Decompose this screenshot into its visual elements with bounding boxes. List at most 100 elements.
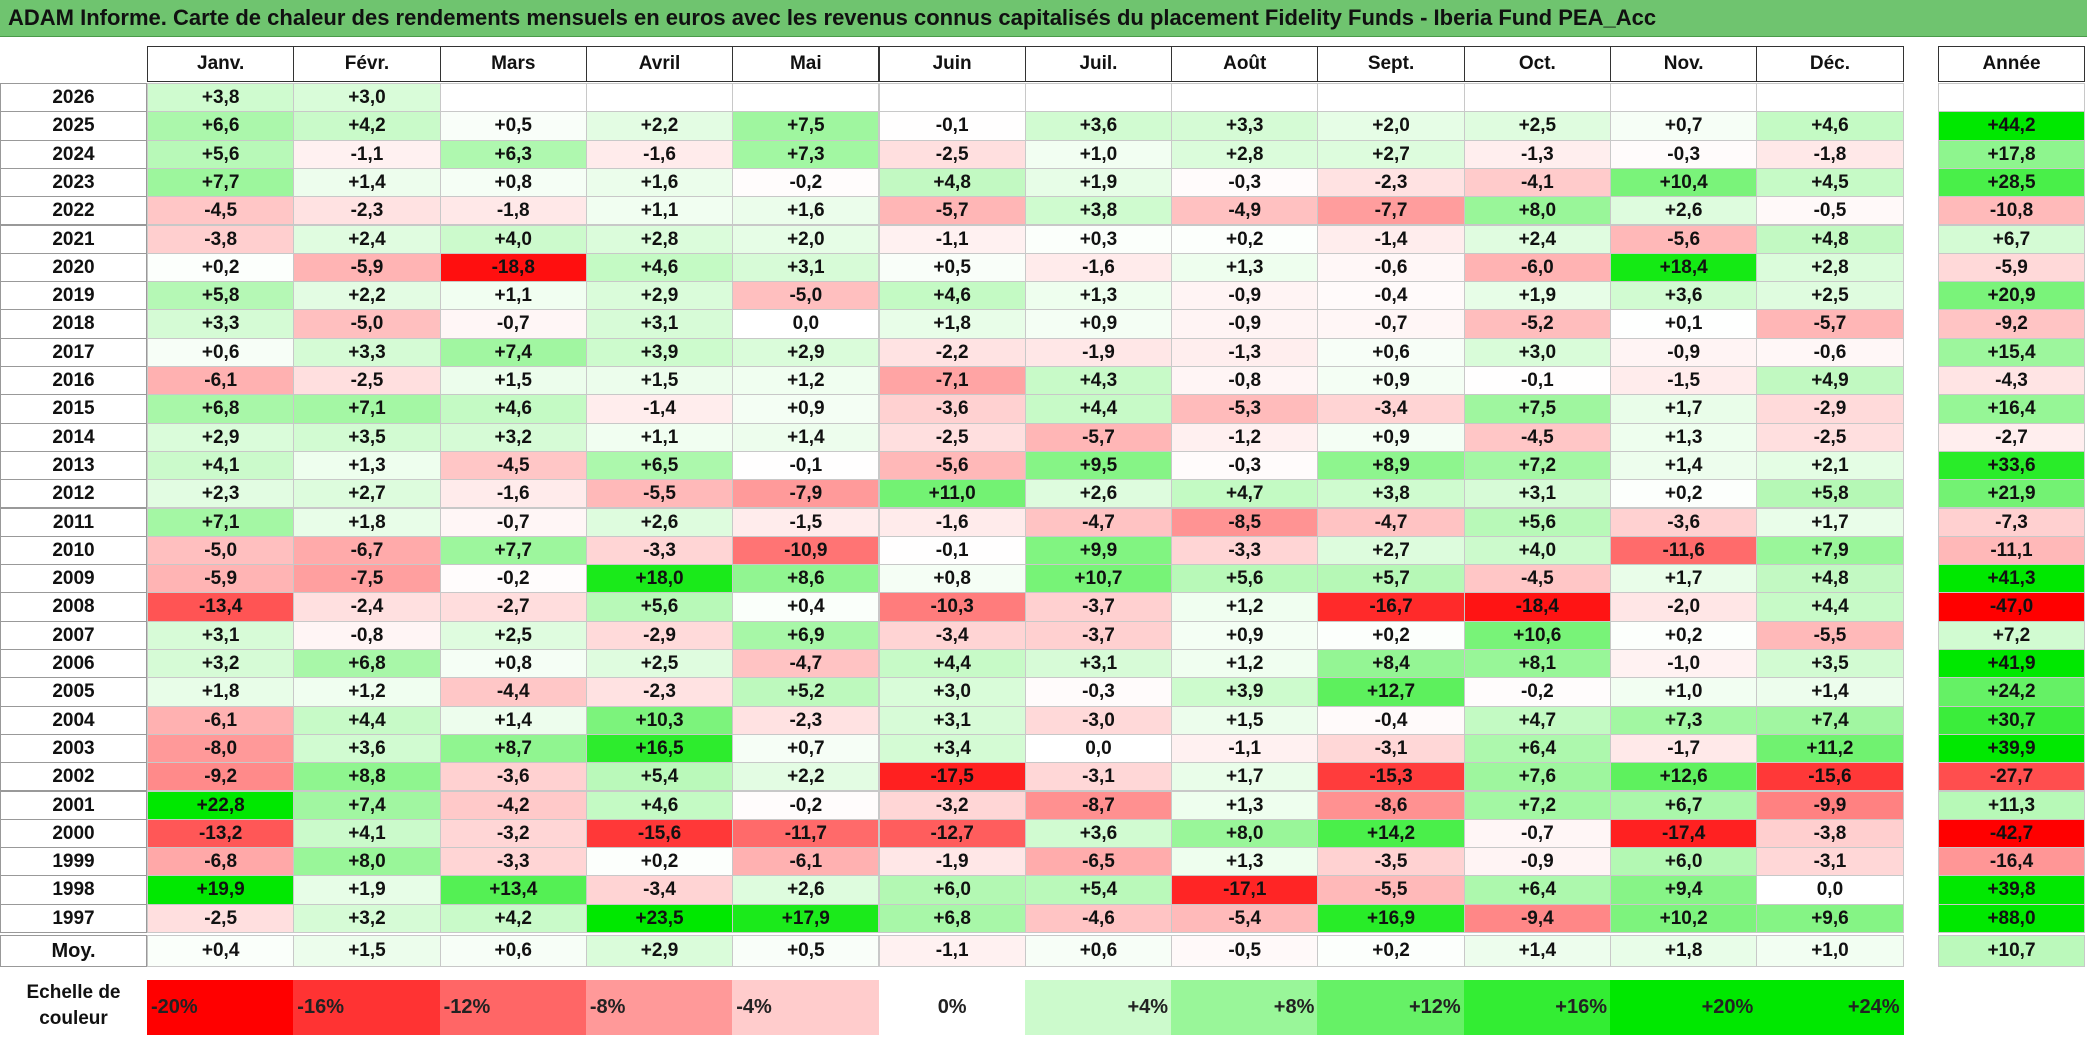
heatmap-cell: +2,2: [585, 111, 734, 141]
heatmap-cell: -0,9: [1463, 847, 1611, 877]
heatmap-cell: -3,7: [1024, 592, 1173, 622]
heatmap-cell: -3,6: [878, 394, 1026, 424]
heatmap-cell: +3,0: [878, 677, 1026, 707]
heatmap-cell: -1,5: [1610, 366, 1758, 396]
heatmap-cell: +0,9: [1317, 366, 1465, 396]
heatmap-cell: +16,5: [585, 733, 734, 764]
average-cell: +0,6: [1024, 935, 1173, 967]
heatmap-cell: -10,3: [878, 592, 1026, 622]
heatmap-cell: +6,8: [147, 394, 295, 424]
heatmap-cell: +0,5: [439, 111, 587, 141]
average-cell: +0,4: [147, 935, 295, 967]
month-header: Juil.: [1024, 46, 1173, 82]
heatmap-cell: -5,5: [1317, 875, 1465, 905]
heatmap-cell: -0,6: [1317, 252, 1465, 283]
heatmap-cell: +1,8: [878, 309, 1026, 339]
heatmap-cell: -2,3: [732, 705, 880, 735]
heatmap-cell: +4,7: [1463, 705, 1611, 735]
heatmap-cell: +11,0: [878, 479, 1026, 509]
heatmap-cell: +4,3: [1024, 366, 1173, 396]
heatmap-cell: -2,5: [878, 139, 1026, 169]
heatmap-cell: +4,2: [293, 111, 441, 141]
heatmap-cell: -1,3: [1171, 337, 1319, 367]
heatmap-cell: -2,3: [293, 196, 441, 226]
heatmap-cell: -5,6: [1610, 224, 1758, 254]
heatmap-cell: +4,6: [585, 252, 734, 283]
heatmap-cell: -4,4: [439, 677, 587, 707]
heatmap-cell: +3,8: [147, 83, 295, 113]
heatmap-cell: +11,2: [1756, 733, 1904, 764]
heatmap-cell: +1,7: [1610, 394, 1758, 424]
heatmap-cell: -5,6: [878, 450, 1026, 481]
average-cell: +1,0: [1756, 935, 1904, 967]
heatmap-cell: -1,6: [878, 507, 1026, 537]
heatmap-cell: +8,1: [1463, 649, 1611, 679]
heatmap-cell: +4,6: [1756, 111, 1904, 141]
heatmap-cell: +4,0: [1463, 535, 1611, 566]
annual-cell: +16,4: [1938, 394, 2085, 424]
row-year-label: 2017: [0, 337, 147, 367]
average-cell: -0,5: [1171, 935, 1319, 967]
heatmap-cell: +0,7: [1610, 111, 1758, 141]
heatmap-cell: -8,6: [1317, 790, 1465, 820]
row-year-label: 2009: [0, 564, 147, 594]
heatmap-cell: -5,4: [1171, 903, 1319, 933]
heatmap-cell: +10,6: [1463, 620, 1611, 650]
row-year-label: 1999: [0, 847, 147, 877]
heatmap-cell: +4,6: [585, 790, 734, 820]
heatmap-cell: 0,0: [1756, 875, 1904, 905]
heatmap-cell: -1,6: [1024, 252, 1173, 283]
heatmap-cell: +9,6: [1756, 903, 1904, 933]
heatmap-cell: -8,0: [147, 733, 295, 764]
heatmap-cell: +9,5: [1024, 450, 1173, 481]
annual-cell: -11,1: [1938, 535, 2085, 566]
heatmap-cell: +2,1: [1756, 450, 1904, 481]
heatmap-cell: +1,7: [1171, 762, 1319, 792]
heatmap-cell: +8,0: [1463, 196, 1611, 226]
heatmap-cell: -1,6: [439, 479, 587, 509]
heatmap-cell: -0,7: [439, 309, 587, 339]
heatmap-cell: +1,5: [439, 366, 587, 396]
month-header: Oct.: [1463, 46, 1611, 82]
heatmap-cell: -0,4: [1317, 705, 1465, 735]
heatmap-cell: -0,2: [439, 564, 587, 594]
heatmap-cell: -9,9: [1756, 790, 1904, 820]
heatmap-cell: -4,1: [1463, 167, 1611, 198]
heatmap-cell: -6,0: [1463, 252, 1611, 283]
annual-cell: +7,2: [1938, 620, 2085, 650]
annual-cell: [1938, 83, 2085, 113]
heatmap-cell: +0,8: [439, 167, 587, 198]
heatmap-cell: +4,4: [293, 705, 441, 735]
heatmap-cell: +2,7: [1317, 139, 1465, 169]
heatmap-cell: +2,9: [585, 281, 734, 311]
row-year-label: 2016: [0, 366, 147, 396]
heatmap-cell: -1,7: [1610, 733, 1758, 764]
heatmap-cell: +7,2: [1463, 790, 1611, 820]
color-scale-label-line1: Echelle de: [26, 982, 121, 1003]
annual-cell: -16,4: [1938, 847, 2085, 877]
heatmap-cell: -7,1: [878, 366, 1026, 396]
row-year-label: 2004: [0, 705, 147, 735]
heatmap-cell: -0,2: [1463, 677, 1611, 707]
heatmap-cell: -8,5: [1171, 507, 1319, 537]
heatmap-cell: -0,3: [1171, 167, 1319, 198]
month-header: Avril: [585, 46, 734, 82]
row-year-label: 2025: [0, 111, 147, 141]
month-header: Févr.: [293, 46, 441, 82]
heatmap-cell: -1,8: [439, 196, 587, 226]
annual-cell: +11,3: [1938, 790, 2085, 820]
heatmap-cell: +0,9: [1171, 620, 1319, 650]
heatmap-cell: [732, 83, 880, 113]
heatmap-cell: -11,7: [732, 818, 880, 849]
heatmap-cell: +4,8: [1756, 224, 1904, 254]
heatmap-cell: +1,9: [1463, 281, 1611, 311]
heatmap-cell: +2,5: [1463, 111, 1611, 141]
heatmap-cell: +8,0: [293, 847, 441, 877]
heatmap-cell: +10,4: [1610, 167, 1758, 198]
heatmap-cell: +3,2: [293, 903, 441, 933]
heatmap-cell: -6,1: [147, 705, 295, 735]
heatmap-cell: +7,7: [147, 167, 295, 198]
heatmap-cell: -18,8: [439, 252, 587, 283]
heatmap-cell: -1,3: [1463, 139, 1611, 169]
heatmap-cell: +1,4: [1610, 450, 1758, 481]
